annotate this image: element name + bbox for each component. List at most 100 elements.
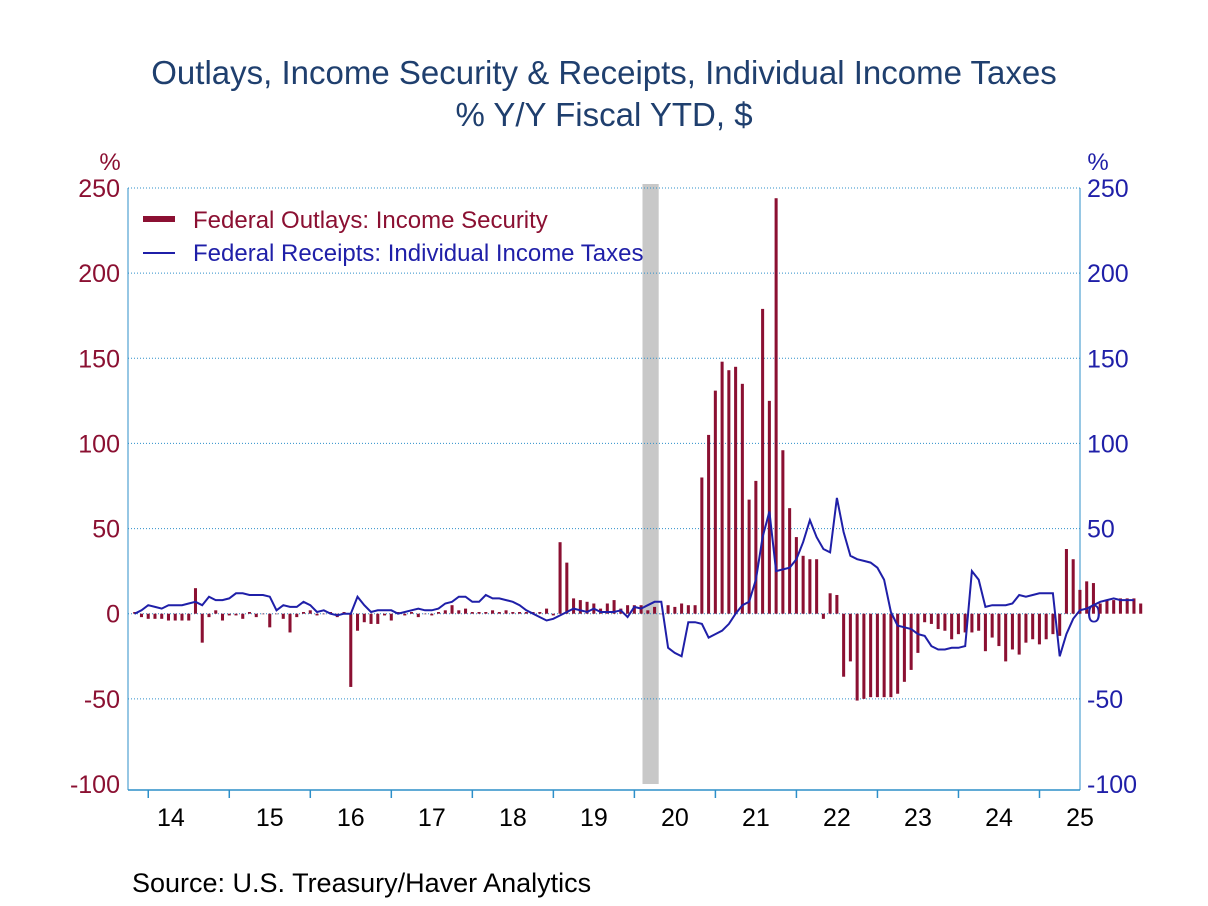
bar (653, 606, 657, 614)
bar (713, 390, 717, 614)
bar (734, 366, 738, 614)
x-tick-label: 18 (499, 804, 527, 832)
bar (187, 613, 191, 621)
bar (349, 613, 353, 687)
bar (767, 400, 771, 614)
bar (842, 613, 846, 677)
bar (518, 612, 522, 614)
bar (1044, 613, 1048, 640)
bar (902, 613, 906, 682)
x-tick-label: 24 (985, 804, 1013, 832)
x-tick-label: 22 (823, 804, 851, 832)
bar (781, 450, 785, 614)
bar (761, 308, 765, 614)
bar (484, 612, 488, 614)
bar (470, 612, 474, 614)
bar (288, 613, 292, 633)
left-axis-unit: % (99, 149, 120, 176)
x-tick-label: 25 (1066, 804, 1094, 832)
bar (416, 613, 420, 618)
bar (862, 613, 866, 699)
legend-swatch-bars (143, 216, 175, 222)
bar (180, 613, 184, 621)
bar (754, 480, 758, 614)
bar (1010, 613, 1014, 650)
bar (423, 613, 427, 615)
bar (545, 608, 549, 614)
bar (997, 613, 1001, 647)
bar (389, 613, 393, 621)
bar (227, 613, 231, 616)
x-tick-label: 16 (337, 804, 365, 832)
bar (909, 613, 913, 670)
bar (410, 612, 414, 614)
x-tick-label: 23 (904, 804, 932, 832)
bar (1017, 613, 1021, 655)
bar (524, 612, 528, 614)
bar (207, 613, 211, 618)
bar (794, 537, 798, 614)
bar (477, 612, 481, 614)
left-tick-label: 0 (106, 601, 120, 629)
bar (875, 613, 879, 698)
bar (1004, 613, 1008, 662)
bar (693, 605, 697, 614)
bar (254, 613, 258, 618)
bar (1058, 613, 1062, 636)
bar (146, 613, 150, 619)
bar (882, 613, 886, 698)
x-tick-label: 14 (157, 804, 185, 832)
bar (234, 613, 238, 616)
bar (301, 612, 306, 614)
bar (403, 613, 407, 616)
bar (1098, 603, 1102, 614)
chart-title: Outlays, Income Security & Receipts, Ind… (151, 54, 1057, 91)
bar (889, 613, 893, 698)
bar (1051, 613, 1055, 635)
bar (680, 603, 684, 614)
bar (1085, 581, 1089, 614)
bar (659, 613, 663, 615)
bar (464, 608, 468, 614)
bar (1139, 603, 1143, 614)
bar (923, 613, 927, 623)
bar (578, 600, 582, 614)
bar (1078, 589, 1082, 614)
bar (1024, 613, 1028, 643)
bar (612, 600, 616, 614)
bar (605, 603, 609, 614)
bar (322, 613, 326, 615)
bar (963, 613, 967, 633)
bar (835, 594, 839, 614)
bar (1125, 598, 1129, 614)
x-tick-label: 21 (742, 804, 770, 832)
left-tick-label: 250 (78, 175, 120, 203)
bar (153, 613, 157, 619)
bar (727, 370, 731, 614)
bar (457, 610, 461, 614)
bar (511, 612, 515, 614)
bar (686, 605, 690, 614)
bar (983, 613, 987, 652)
bar (220, 613, 225, 621)
right-tick-label: -100 (1087, 771, 1137, 799)
bar (585, 601, 589, 614)
bar (821, 613, 825, 619)
bar (977, 613, 981, 631)
right-tick-label: 200 (1087, 260, 1129, 288)
chart-subtitle: % Y/Y Fiscal YTD, $ (455, 96, 753, 133)
bar (626, 605, 630, 614)
bar (1132, 598, 1136, 614)
right-tick-label: 250 (1087, 175, 1129, 203)
bar (1071, 559, 1075, 614)
bar (747, 499, 751, 614)
bar (956, 613, 960, 635)
bar (497, 612, 501, 614)
bar (740, 383, 744, 614)
bar (1037, 613, 1041, 645)
bar (551, 613, 555, 616)
recession-band (642, 184, 659, 784)
bar (268, 613, 272, 628)
bar (308, 610, 312, 614)
legend-label-line: Federal Receipts: Individual Income Taxe… (193, 240, 643, 267)
